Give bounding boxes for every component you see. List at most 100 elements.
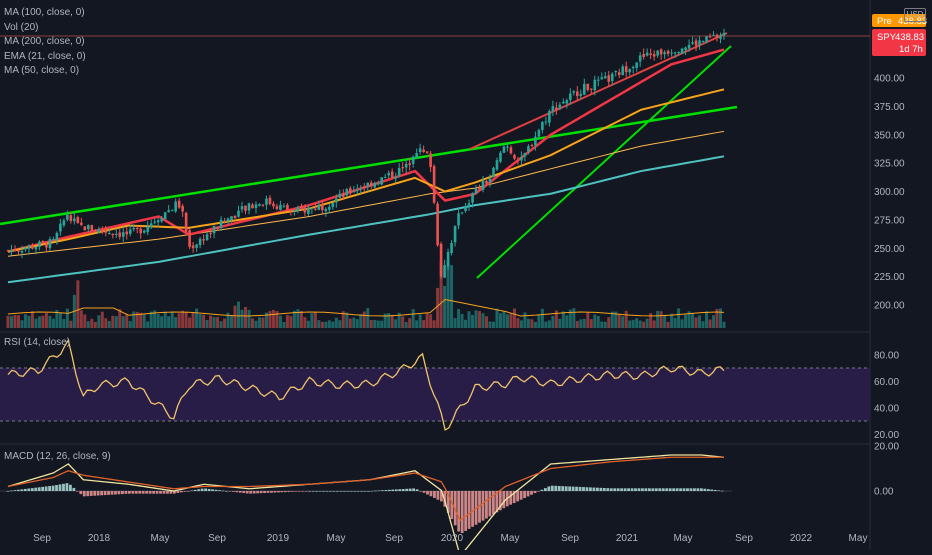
candle-body[interactable] [62, 220, 66, 226]
candle-body[interactable] [506, 146, 509, 148]
candle-body[interactable] [418, 148, 422, 152]
candle-body[interactable] [509, 147, 513, 154]
candle-body[interactable] [513, 154, 516, 159]
rsi-legend[interactable]: RSI (14, close) [4, 336, 70, 351]
candle-body[interactable] [355, 189, 359, 191]
candle-body[interactable] [83, 226, 87, 231]
candle-body[interactable] [401, 167, 404, 169]
candle-body[interactable] [135, 228, 139, 230]
legend-ema21[interactable]: EMA (21, close, 0) [4, 50, 86, 62]
candle-body[interactable] [45, 243, 48, 248]
candle-body[interactable] [101, 230, 104, 232]
candle-body[interactable] [261, 204, 265, 206]
candle-body[interactable] [202, 239, 205, 241]
candle-body[interactable] [499, 152, 502, 162]
candle-body[interactable] [209, 232, 212, 234]
candle-body[interactable] [223, 220, 226, 222]
candle-body[interactable] [279, 204, 282, 210]
candle-body[interactable] [80, 222, 83, 225]
candle-body[interactable] [251, 204, 254, 209]
candle-body[interactable] [684, 47, 687, 51]
candle-body[interactable] [530, 144, 534, 146]
candle-body[interactable] [6, 250, 10, 252]
candle-body[interactable] [600, 77, 604, 80]
candle-body[interactable] [624, 66, 628, 73]
candle-body[interactable] [212, 225, 216, 234]
candle-body[interactable] [404, 163, 408, 168]
candle-body[interactable] [20, 251, 24, 253]
candle-body[interactable] [614, 70, 618, 73]
candle-body[interactable] [638, 55, 642, 62]
candle-body[interactable] [572, 91, 576, 93]
candle-body[interactable] [307, 207, 310, 214]
candle-body[interactable] [446, 252, 450, 267]
candle-body[interactable] [338, 193, 342, 198]
candle-body[interactable] [687, 44, 691, 49]
candle-body[interactable] [649, 53, 652, 55]
candle-body[interactable] [282, 205, 286, 207]
candle-body[interactable] [310, 207, 314, 209]
candle-body[interactable] [52, 239, 55, 241]
candle-body[interactable] [562, 101, 565, 104]
candle-body[interactable] [191, 245, 195, 249]
candle-body[interactable] [104, 229, 108, 233]
candle-body[interactable] [244, 205, 247, 211]
candle-body[interactable] [317, 205, 321, 210]
candle-body[interactable] [293, 210, 296, 212]
candle-body[interactable] [286, 204, 289, 210]
legend-ma200[interactable]: MA (200, close, 0) [4, 36, 85, 47]
candle-body[interactable] [390, 171, 394, 178]
candle-body[interactable] [177, 200, 181, 208]
candle-body[interactable] [488, 178, 492, 183]
candle-body[interactable] [534, 136, 537, 146]
candle-body[interactable] [607, 75, 611, 82]
currency-badge[interactable]: USD [904, 8, 926, 22]
candle-body[interactable] [335, 198, 338, 203]
candle-body[interactable] [569, 93, 572, 100]
candle-body[interactable] [645, 52, 649, 56]
candle-body[interactable] [328, 206, 331, 210]
candle-body[interactable] [87, 225, 90, 230]
candle-body[interactable] [366, 182, 370, 188]
candle-body[interactable] [128, 229, 132, 234]
candle-body[interactable] [551, 106, 555, 111]
candle-body[interactable] [167, 210, 170, 213]
candle-body[interactable] [659, 49, 663, 55]
macd-legend[interactable]: MACD (12, 26, close, 9) [4, 450, 111, 465]
candle-body[interactable] [38, 241, 41, 248]
candle-body[interactable] [362, 187, 366, 189]
candle-body[interactable] [369, 182, 373, 187]
candle-body[interactable] [118, 232, 122, 237]
candle-body[interactable] [90, 225, 94, 231]
candle-body[interactable] [230, 216, 233, 220]
candle-body[interactable] [139, 228, 143, 234]
candle-body[interactable] [691, 42, 694, 44]
candle-body[interactable] [628, 69, 631, 73]
candle-body[interactable] [712, 34, 715, 36]
candle-body[interactable] [520, 156, 523, 161]
candle-body[interactable] [341, 193, 345, 197]
candle-body[interactable] [170, 209, 174, 211]
candle-body[interactable] [34, 246, 38, 250]
candle-body[interactable] [453, 225, 457, 243]
candle-body[interactable] [450, 242, 453, 254]
candle-body[interactable] [205, 234, 209, 241]
candle-body[interactable] [352, 191, 356, 193]
candle-body[interactable] [303, 207, 307, 213]
candle-body[interactable] [69, 215, 73, 222]
candle-body[interactable] [240, 206, 244, 210]
candle-body[interactable] [97, 229, 101, 233]
candle-body[interactable] [722, 32, 726, 36]
candle-body[interactable] [555, 107, 558, 110]
candle-body[interactable] [265, 198, 268, 205]
candle-body[interactable] [226, 218, 230, 222]
candle-body[interactable] [701, 41, 705, 43]
candle-body[interactable] [443, 265, 446, 278]
candle-body[interactable] [537, 130, 541, 137]
candle-body[interactable] [593, 79, 597, 91]
candle-body[interactable] [111, 233, 115, 236]
candle-body[interactable] [219, 219, 223, 228]
legend-vol[interactable]: Vol (20) [4, 21, 39, 33]
candle-body[interactable] [198, 238, 202, 246]
candle-body[interactable] [296, 207, 300, 212]
